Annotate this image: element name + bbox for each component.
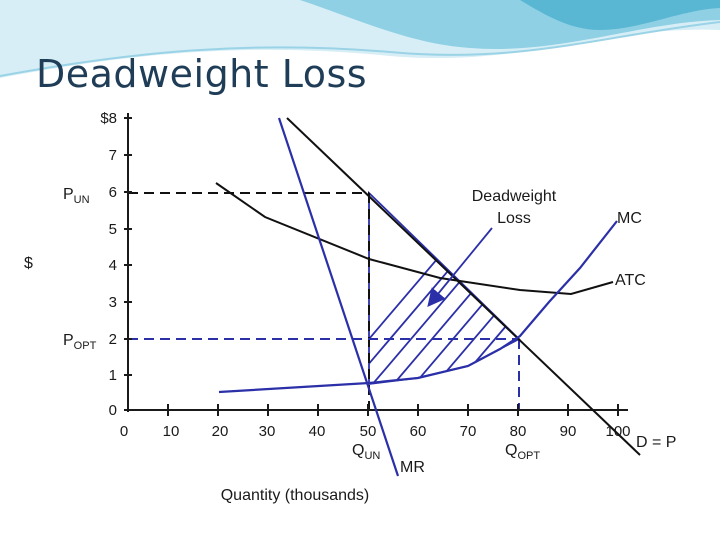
q-un-main: Q bbox=[352, 442, 364, 459]
x-axis-ticks bbox=[167, 404, 619, 416]
p-un-label: PUN bbox=[63, 186, 90, 206]
x-tick-label: 20 bbox=[212, 423, 229, 440]
y-tick-label: 4 bbox=[109, 257, 117, 274]
y-tick-label: 5 bbox=[109, 221, 117, 238]
y-tick-label: 1 bbox=[109, 367, 117, 384]
slide-banner bbox=[0, 0, 720, 78]
y-axis-label: $ bbox=[24, 255, 33, 272]
x-tick-label: 80 bbox=[510, 423, 527, 440]
atc-label: ATC bbox=[615, 272, 646, 289]
demand-label: D = P bbox=[636, 434, 676, 451]
x-tick-label: 60 bbox=[410, 423, 427, 440]
y-tick-label: 3 bbox=[109, 294, 117, 311]
deadweight-loss-arrow bbox=[427, 227, 493, 307]
x-tick-label: 70 bbox=[460, 423, 477, 440]
slide-title: Deadweight Loss bbox=[36, 52, 368, 96]
atc-curve bbox=[215, 182, 614, 296]
q-opt-label: QOPT bbox=[505, 442, 540, 462]
mc-label: MC bbox=[617, 210, 642, 227]
p-opt-main: P bbox=[63, 332, 74, 349]
mr-curve bbox=[277, 117, 400, 477]
y-axis-tick-labels: 0 1 2 3 4 5 6 7 $8 bbox=[100, 110, 117, 419]
q-un-sub: UN bbox=[364, 450, 380, 462]
mr-label: MR bbox=[400, 459, 425, 476]
p-opt-label: POPT bbox=[63, 332, 97, 352]
q-un-label: QUN bbox=[352, 442, 380, 462]
p-un-main: P bbox=[63, 186, 74, 203]
p-opt-sub: OPT bbox=[74, 340, 97, 352]
x-tick-label: 90 bbox=[560, 423, 577, 440]
y-tick-label: 2 bbox=[109, 331, 117, 348]
x-tick-label: 10 bbox=[163, 423, 180, 440]
deadweight-loss-label: Loss bbox=[497, 210, 531, 227]
banner-stripe bbox=[0, 21, 720, 77]
banner-wave-front bbox=[520, 0, 720, 30]
deadweight-loss-label: Deadweight bbox=[472, 188, 557, 205]
y-tick-label: $8 bbox=[100, 110, 117, 127]
x-axis-tick-labels: 0 10 20 30 40 50 60 70 80 90 100 bbox=[120, 423, 631, 440]
x-axis-title: Quantity (thousands) bbox=[221, 487, 370, 504]
demand-curve bbox=[286, 117, 641, 456]
y-axis-ticks bbox=[124, 117, 132, 411]
x-tick-label: 0 bbox=[120, 423, 128, 440]
y-tick-label: 7 bbox=[109, 147, 117, 164]
q-opt-sub: OPT bbox=[517, 450, 540, 462]
x-tick-label: 50 bbox=[360, 423, 377, 440]
q-opt-main: Q bbox=[505, 442, 517, 459]
x-tick-label: 40 bbox=[309, 423, 326, 440]
hatch-line bbox=[369, 193, 519, 384]
y-tick-label: 6 bbox=[109, 184, 117, 201]
p-un-sub: UN bbox=[74, 194, 90, 206]
y-tick-label: 0 bbox=[109, 402, 117, 419]
x-tick-label: 30 bbox=[259, 423, 276, 440]
mc-curve bbox=[218, 220, 618, 394]
